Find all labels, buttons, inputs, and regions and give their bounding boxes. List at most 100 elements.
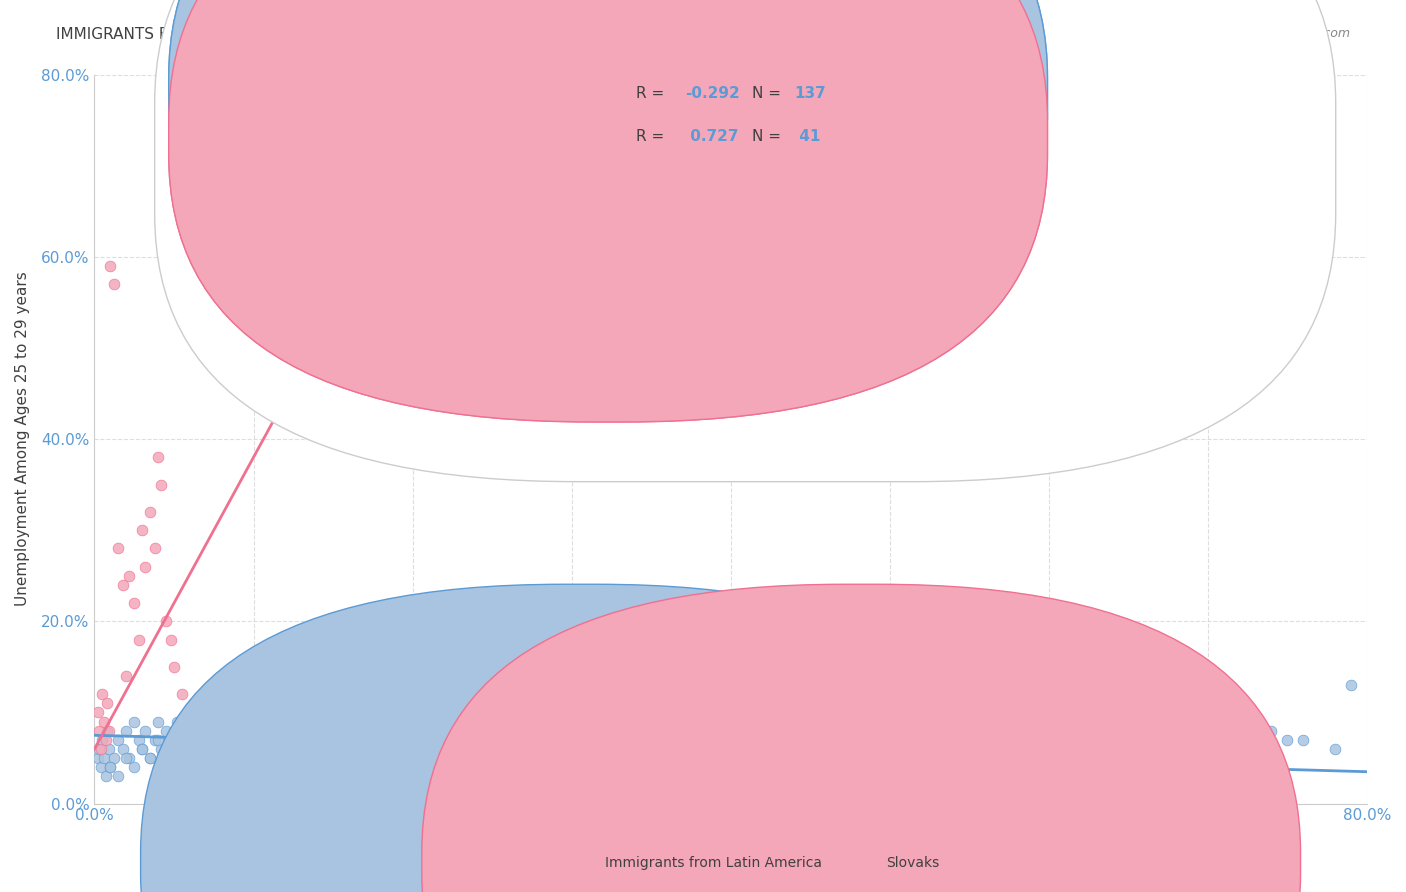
Point <box>187 723 209 738</box>
Point <box>846 687 869 701</box>
Point <box>118 751 141 765</box>
Point <box>187 723 209 738</box>
Point <box>1038 714 1060 729</box>
Point <box>1277 732 1299 747</box>
Point <box>307 723 329 738</box>
Point <box>720 697 742 711</box>
Point <box>131 523 153 537</box>
Point <box>96 723 118 738</box>
Point <box>433 697 456 711</box>
Point <box>179 742 201 756</box>
Point <box>107 541 129 556</box>
Point <box>179 706 201 720</box>
Point <box>322 714 344 729</box>
Point <box>155 723 177 738</box>
Point <box>115 751 138 765</box>
Point <box>879 697 901 711</box>
Point <box>118 568 141 582</box>
Point <box>214 723 236 738</box>
Point <box>1197 723 1219 738</box>
Point <box>409 697 432 711</box>
Point <box>1133 714 1156 729</box>
Point <box>425 687 447 701</box>
Point <box>1340 678 1362 692</box>
Point <box>139 505 162 519</box>
Point <box>143 541 166 556</box>
Point <box>576 660 599 674</box>
Point <box>1164 723 1187 738</box>
Point <box>544 669 567 683</box>
Point <box>89 742 111 756</box>
Text: N =: N = <box>752 129 786 144</box>
Point <box>266 706 288 720</box>
Point <box>146 450 169 465</box>
Point <box>259 714 281 729</box>
Text: Source: ZipAtlas.com: Source: ZipAtlas.com <box>1216 27 1350 40</box>
Point <box>330 723 353 738</box>
Point <box>1260 723 1282 738</box>
Point <box>86 706 108 720</box>
Point <box>1116 714 1139 729</box>
Point <box>561 678 583 692</box>
Point <box>879 714 901 729</box>
Point <box>226 723 249 738</box>
Point <box>128 632 150 647</box>
Text: R =: R = <box>636 87 669 101</box>
Point <box>290 732 312 747</box>
Point <box>449 714 471 729</box>
Point <box>1324 742 1347 756</box>
Point <box>107 732 129 747</box>
Text: 137: 137 <box>794 87 827 101</box>
Point <box>242 732 264 747</box>
Point <box>100 259 122 273</box>
Point <box>942 687 965 701</box>
Point <box>353 714 375 729</box>
Point <box>1038 706 1060 720</box>
Point <box>672 678 695 692</box>
Point <box>163 723 186 738</box>
Point <box>242 732 264 747</box>
Point <box>481 669 503 683</box>
Point <box>394 706 416 720</box>
Point <box>337 760 360 774</box>
Point <box>170 687 193 701</box>
Point <box>91 687 114 701</box>
Point <box>401 714 423 729</box>
Point <box>259 751 281 765</box>
Point <box>155 615 177 629</box>
Point <box>100 760 122 774</box>
Point <box>688 687 710 701</box>
Point <box>179 714 201 729</box>
Point <box>89 723 111 738</box>
Point <box>529 687 551 701</box>
Point <box>155 742 177 756</box>
Point <box>910 678 932 692</box>
Point <box>93 751 115 765</box>
Point <box>815 678 838 692</box>
Point <box>103 751 125 765</box>
Point <box>957 697 980 711</box>
Point <box>290 751 312 765</box>
Point <box>337 697 360 711</box>
Point <box>103 277 125 292</box>
Point <box>385 697 408 711</box>
Point <box>146 714 169 729</box>
Point <box>163 742 186 756</box>
Point <box>274 723 297 738</box>
Point <box>97 723 120 738</box>
Text: 0.727: 0.727 <box>685 129 738 144</box>
Point <box>224 714 246 729</box>
Point <box>181 751 204 765</box>
Point <box>592 669 614 683</box>
Point <box>1197 732 1219 747</box>
Point <box>346 706 368 720</box>
Point <box>207 732 229 747</box>
Point <box>191 732 214 747</box>
Text: N =: N = <box>752 87 786 101</box>
Point <box>314 706 336 720</box>
Point <box>640 650 662 665</box>
Point <box>86 751 108 765</box>
Point <box>91 732 114 747</box>
Point <box>202 742 225 756</box>
Point <box>298 714 321 729</box>
